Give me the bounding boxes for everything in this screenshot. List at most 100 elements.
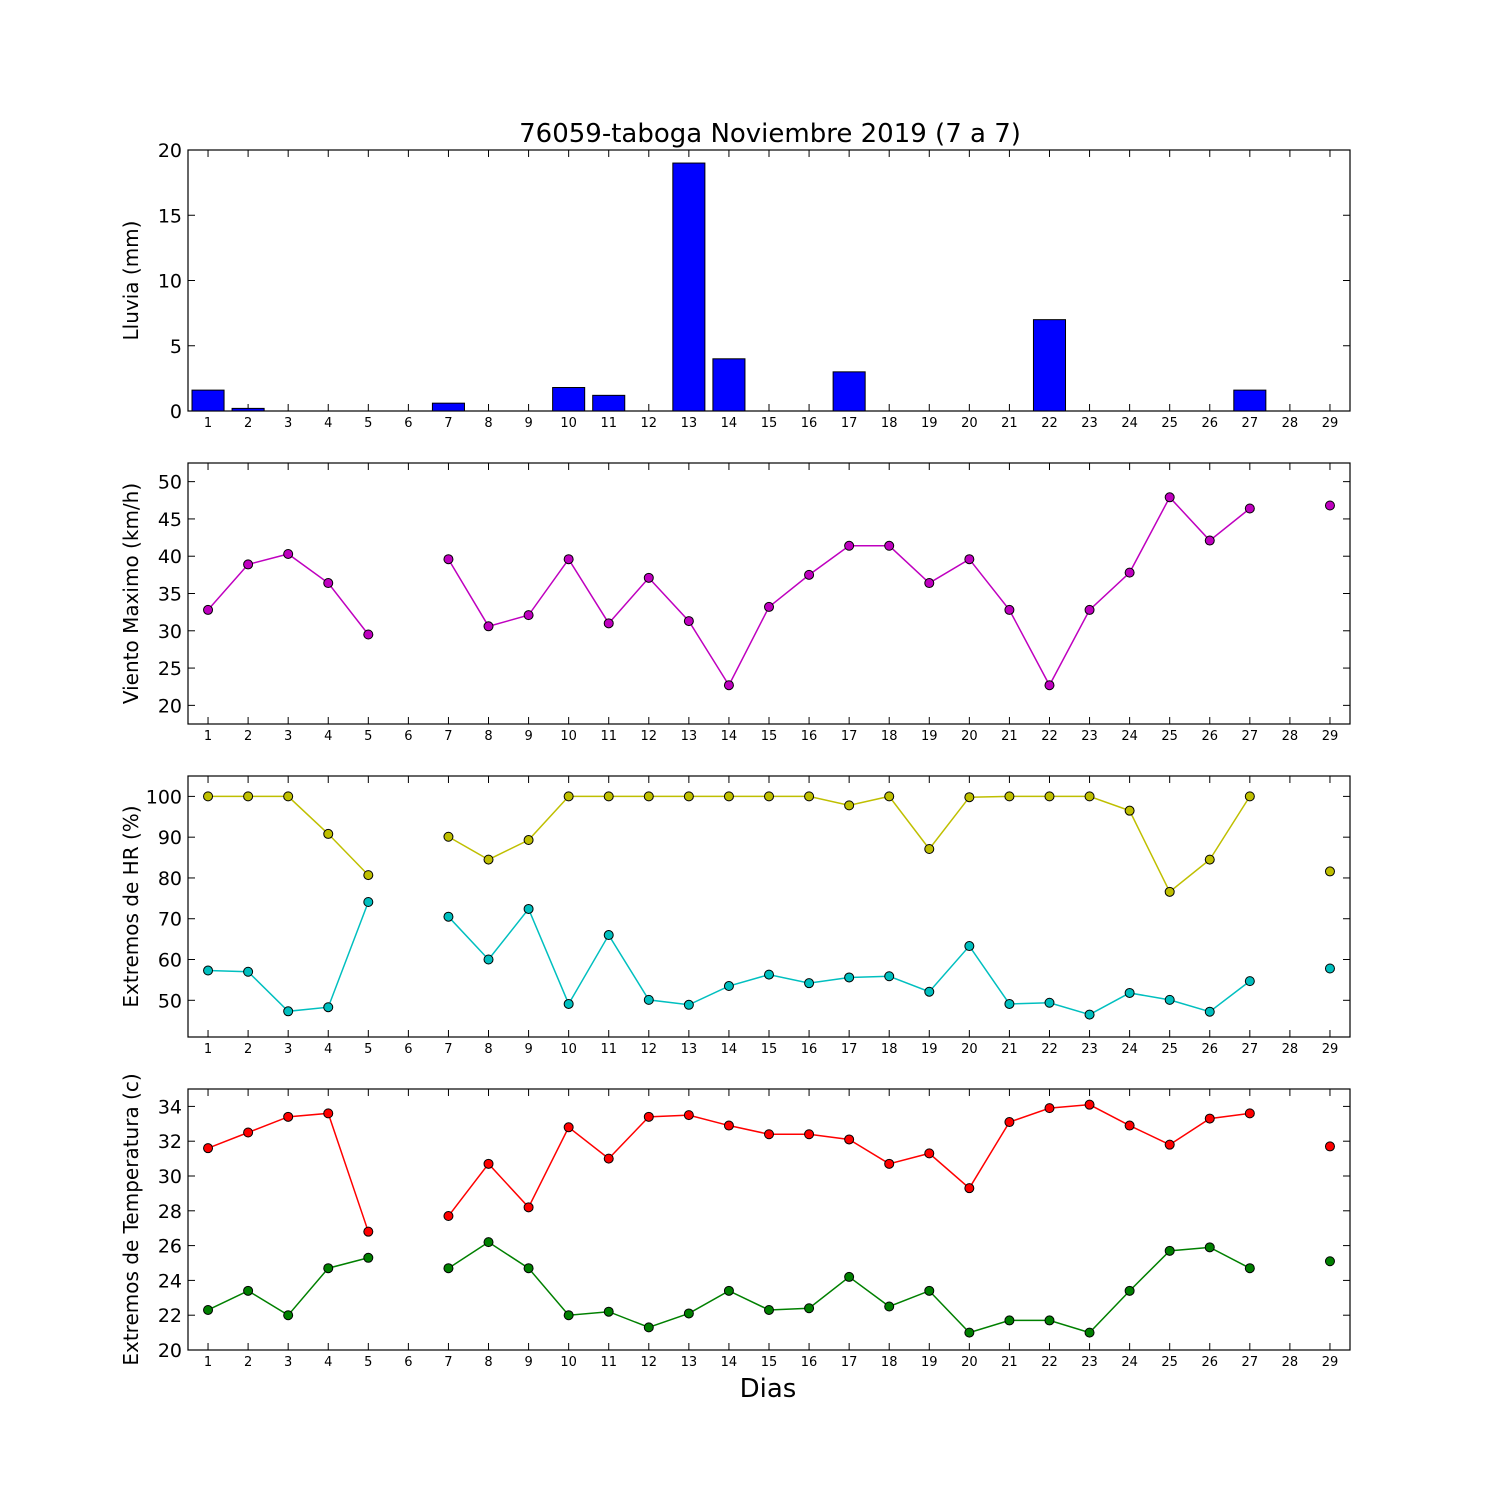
humidity-series-1-point	[764, 969, 774, 980]
wind-series-0-point	[884, 540, 895, 551]
humidity-xtick-label: 1	[204, 1042, 212, 1057]
wind-xtick-label: 6	[404, 729, 412, 744]
wind-xtick-label: 24	[1121, 729, 1138, 744]
temperature-ytick-label: 22	[158, 1305, 182, 1327]
temperature-series-1-point	[1204, 1242, 1215, 1253]
humidity-ytick-label: 60	[158, 950, 182, 972]
wind-xtick-label: 3	[284, 729, 292, 744]
humidity-series-1-point	[483, 954, 494, 965]
rain-xtick-label: 12	[641, 416, 658, 431]
humidity-series-0-point	[884, 791, 895, 802]
wind-ytick-label: 25	[158, 658, 182, 680]
temperature-xtick-label: 4	[324, 1355, 332, 1370]
humidity-series-1-point	[243, 966, 254, 977]
humidity-xtick-label: 17	[841, 1042, 858, 1057]
humidity-series-1-point	[1164, 994, 1175, 1005]
humidity-series-0-point	[1204, 854, 1215, 865]
humidity-ytick-label: 90	[158, 827, 182, 849]
temperature-series-0-point	[844, 1134, 855, 1145]
rain-xtick-label: 10	[560, 416, 577, 431]
humidity-xtick-label: 29	[1322, 1042, 1339, 1057]
rain-bar	[191, 389, 225, 412]
temperature-series-0-point	[603, 1153, 614, 1164]
humidity-xtick-label: 15	[761, 1042, 778, 1057]
temperature-series-0-point	[683, 1110, 694, 1121]
wind-series-0-point	[804, 569, 815, 580]
wind-series-0-point	[924, 578, 935, 589]
rain-xtick-label: 23	[1081, 416, 1098, 431]
humidity-series-0-point	[924, 843, 935, 854]
chart-title: 76059-taboga Noviembre 2019 (7 a 7)	[519, 119, 1021, 149]
temperature-ytick-label: 24	[158, 1270, 182, 1292]
temperature-series-1-point	[884, 1301, 895, 1312]
wind-series-0-point	[723, 680, 734, 691]
humidity-xtick-label: 28	[1282, 1042, 1299, 1057]
humidity-series-0-point	[1244, 791, 1255, 802]
rain-xtick-label: 24	[1121, 416, 1138, 431]
wind-xtick-label: 29	[1322, 729, 1339, 744]
humidity-series-0-point	[323, 828, 334, 839]
wind-series-0-point	[523, 610, 534, 621]
temperature-series-0-point	[1084, 1099, 1095, 1110]
wind-xtick-label: 14	[721, 729, 738, 744]
rain-bar	[672, 162, 706, 412]
wind-series-0-point	[1044, 680, 1055, 691]
temperature-ytick-label: 28	[158, 1201, 182, 1223]
humidity-xtick-label: 7	[444, 1042, 452, 1057]
temperature-series-0-point	[1124, 1120, 1135, 1131]
humidity-series-0-point	[283, 791, 294, 802]
humidity-series-1-point	[363, 897, 374, 908]
wind-series-0-point	[283, 548, 294, 559]
humidity-series-0-point	[1124, 805, 1135, 816]
humidity-series-0-point	[1084, 791, 1095, 802]
humidity-series-1-point	[844, 972, 855, 983]
rain-xtick-label: 26	[1201, 416, 1218, 431]
rain-xtick-label: 27	[1242, 416, 1259, 431]
temperature-series-1-point	[1084, 1327, 1095, 1338]
temperature-series-0-point	[964, 1183, 975, 1194]
temperature-series-1-point	[1124, 1285, 1135, 1296]
rain-xtick-label: 7	[444, 416, 452, 431]
humidity-ytick-label: 80	[158, 868, 182, 890]
humidity-series-0-point	[443, 831, 454, 842]
wind-series-0-point	[1084, 604, 1095, 615]
temperature-series-0-point	[363, 1226, 374, 1237]
rain-bar	[712, 358, 746, 412]
wind-y-axis-label: Viento Maximo (km/h)	[119, 483, 143, 704]
temperature-series-1-point	[844, 1271, 855, 1282]
temperature-xtick-label: 11	[600, 1355, 617, 1370]
wind-xtick-label: 11	[600, 729, 617, 744]
humidity-series-1-point	[964, 941, 975, 952]
rain-xtick-label: 21	[1001, 416, 1018, 431]
rain-xtick-label: 14	[721, 416, 738, 431]
rain-xtick-label: 13	[681, 416, 698, 431]
temperature-series-1-point	[1244, 1263, 1255, 1274]
rain-bar	[552, 387, 586, 412]
wind-xtick-label: 12	[641, 729, 658, 744]
wind-series-0-point	[1124, 567, 1135, 578]
humidity-xtick-label: 19	[921, 1042, 938, 1057]
humidity-series-1-point	[723, 981, 734, 992]
temperature-series-1-point	[683, 1308, 694, 1319]
rain-xtick-label: 22	[1041, 416, 1058, 431]
rain-xtick-label: 20	[961, 416, 978, 431]
wind-ytick-label: 30	[158, 621, 182, 643]
temperature-xtick-label: 29	[1322, 1355, 1339, 1370]
temperature-xtick-label: 7	[444, 1355, 452, 1370]
wind-series-0-point	[1004, 604, 1015, 615]
humidity-xtick-label: 26	[1201, 1042, 1218, 1057]
rain-xtick-label: 2	[244, 416, 252, 431]
humidity-series-1-point	[443, 911, 454, 922]
humidity-ytick-label: 100	[146, 786, 182, 808]
temperature-xtick-label: 12	[641, 1355, 658, 1370]
temperature-ytick-label: 32	[158, 1131, 182, 1153]
wind-xtick-label: 15	[761, 729, 778, 744]
temperature-xtick-label: 24	[1121, 1355, 1138, 1370]
humidity-xtick-label: 16	[801, 1042, 818, 1057]
temperature-series-1-point	[764, 1304, 774, 1315]
temperature-xtick-label: 1	[204, 1355, 212, 1370]
temperature-xtick-label: 25	[1161, 1355, 1178, 1370]
humidity-series-1-point	[523, 903, 534, 914]
